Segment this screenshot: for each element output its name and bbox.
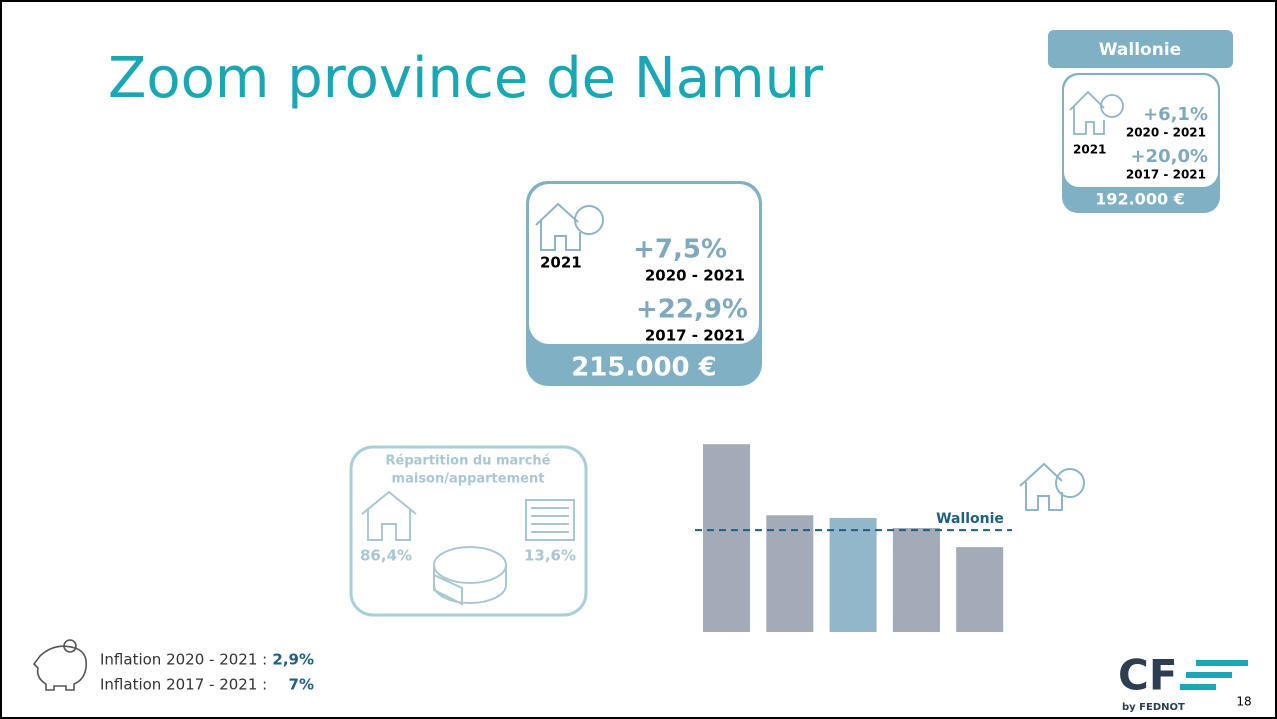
bar	[766, 515, 814, 632]
wallonie-header-box	[1048, 30, 1233, 68]
market-icons	[361, 490, 575, 606]
namur-inner	[529, 184, 759, 344]
market-apartment: 13,6%	[524, 547, 576, 565]
market-house: 86,4%	[360, 547, 412, 565]
house-euro-icon	[535, 202, 604, 251]
logo-mark: CF	[1118, 651, 1178, 700]
page-number: 18	[1236, 695, 1251, 709]
market-title: maison/appartement	[392, 472, 545, 487]
bar	[892, 528, 940, 632]
house-euro-icon	[1019, 462, 1085, 511]
wallonie-change1: +6,1%	[1143, 104, 1208, 125]
wallonie-price: 192.000 €	[1095, 190, 1185, 209]
market-box	[349, 445, 588, 617]
bar	[956, 547, 1004, 632]
namur-period1: 2020 - 2021	[645, 267, 745, 285]
reference-label: Wallonie	[936, 511, 1004, 527]
inflation-label: Inflation 2017 - 2021 :	[100, 676, 267, 694]
namur-change1: +7,5%	[633, 235, 727, 265]
logo-by: by FEDNOT	[1122, 702, 1185, 713]
wallonie-header: Wallonie	[1099, 40, 1181, 60]
house-euro-icon	[1069, 90, 1124, 135]
market-title: Répartition du marché	[386, 454, 551, 469]
wallonie-inner	[1064, 75, 1218, 187]
wallonie-change2: +20,0%	[1130, 146, 1208, 167]
inflation-value: 7%	[289, 676, 314, 694]
namur-change2: +22,9%	[636, 295, 748, 325]
wallonie-period1: 2020 - 2021	[1126, 126, 1206, 140]
wallonie-period2: 2017 - 2021	[1126, 168, 1206, 182]
bar	[829, 517, 877, 632]
namur-price: 215.000 €	[571, 353, 717, 383]
logo-lines	[1180, 660, 1248, 690]
title: Zoom province de Namur	[108, 46, 824, 111]
bar	[703, 444, 750, 632]
wallonie-year: 2021	[1073, 143, 1106, 157]
inflation-label: Inflation 2020 - 2021 :	[100, 651, 267, 669]
inflation-value: 2,9%	[272, 651, 314, 669]
namur-year: 2021	[540, 254, 582, 272]
namur-period2: 2017 - 2021	[645, 327, 745, 345]
piggy-icon	[32, 639, 88, 691]
